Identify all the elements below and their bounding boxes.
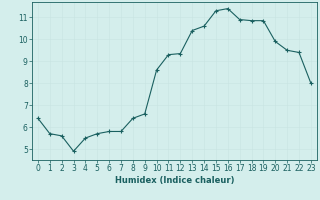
X-axis label: Humidex (Indice chaleur): Humidex (Indice chaleur) (115, 176, 234, 185)
